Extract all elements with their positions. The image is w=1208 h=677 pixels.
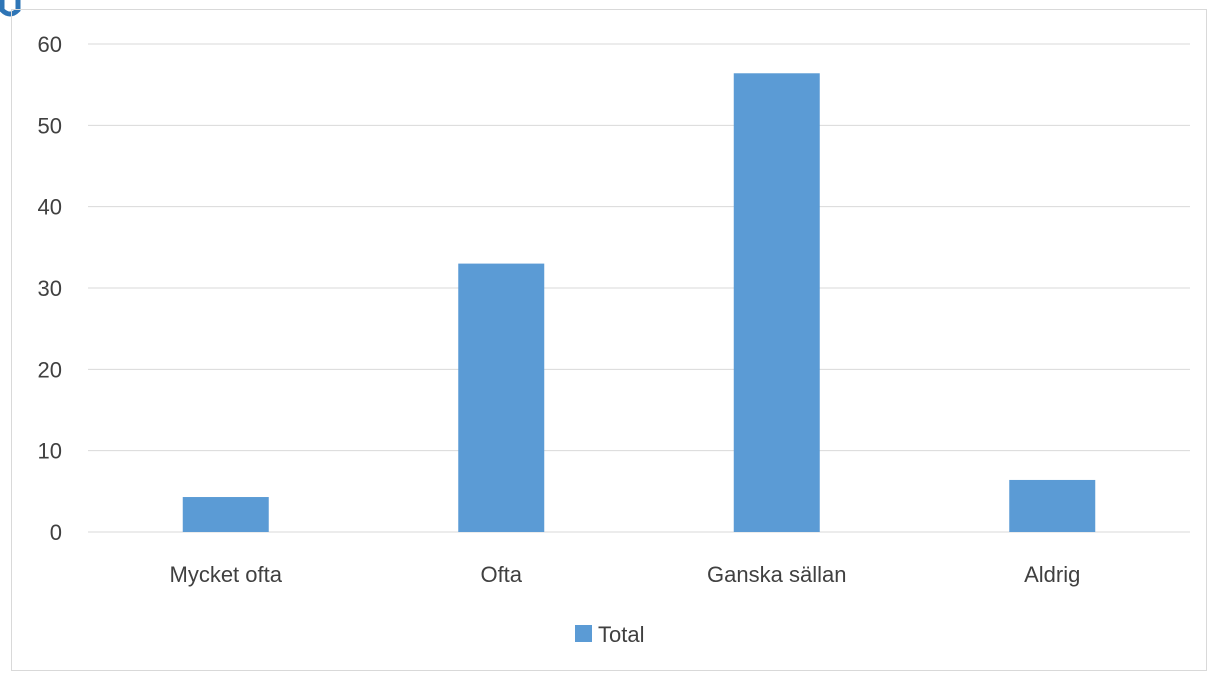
y-tick-label: 30 xyxy=(38,276,62,301)
y-tick-label: 40 xyxy=(38,195,62,220)
clipped-title-glyph xyxy=(0,0,21,17)
y-tick-label: 20 xyxy=(38,357,62,382)
x-tick-label: Ofta xyxy=(480,562,522,587)
bars xyxy=(182,73,1096,532)
bar-ganska-sällan xyxy=(733,73,820,532)
x-tick-label: Mycket ofta xyxy=(170,562,283,587)
y-axis-ticks: 0 10 20 30 40 50 60 xyxy=(38,32,62,545)
legend: Total xyxy=(575,622,644,647)
x-tick-label: Ganska sällan xyxy=(707,562,846,587)
y-tick-label: 10 xyxy=(38,439,62,464)
y-tick-label: 50 xyxy=(38,113,62,138)
bar-mycket-ofta xyxy=(182,497,269,532)
x-axis-ticks: Mycket ofta Ofta Ganska sällan Aldrig xyxy=(170,562,1081,587)
y-tick-label: 0 xyxy=(50,520,62,545)
chart-border xyxy=(11,9,1207,671)
gridlines xyxy=(88,43,1190,533)
x-tick-label: Aldrig xyxy=(1024,562,1080,587)
y-tick-label: 60 xyxy=(38,32,62,57)
bar-ofta xyxy=(458,263,545,532)
legend-label-total: Total xyxy=(598,622,644,647)
bar-aldrig xyxy=(1009,479,1096,532)
legend-swatch-total xyxy=(575,625,592,642)
